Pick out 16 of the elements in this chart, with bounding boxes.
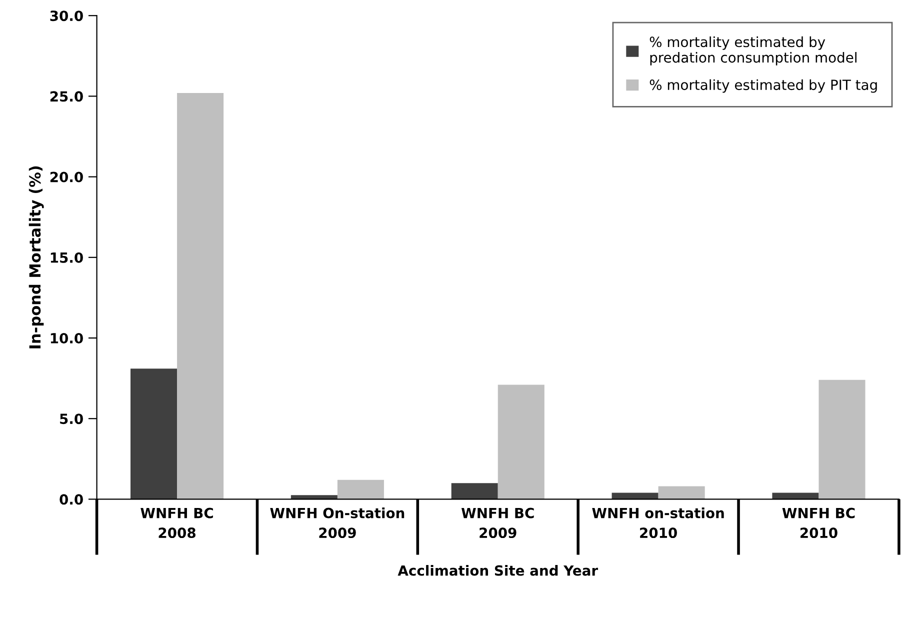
x-tick-label: WNFH BC 2009 <box>461 508 534 538</box>
y-tick-label: 0.0 <box>60 494 83 505</box>
legend-label: % mortality estimated by PIT tag <box>650 79 877 93</box>
x-tick-label: WNFH BC 2008 <box>140 508 213 538</box>
y-tick-label: 30.0 <box>50 10 83 22</box>
x-tick-label: WNFH On-station 2009 <box>270 508 404 538</box>
y-tick-label: 25.0 <box>50 91 83 102</box>
y-axis-title: In-pond Mortality (%) <box>28 166 44 348</box>
x-tick-label: WNFH BC 2010 <box>782 508 855 538</box>
x-tick-label: WNFH on-station 2010 <box>592 508 724 538</box>
y-tick-label: 5.0 <box>60 414 83 424</box>
legend-label: % mortality estimated by predation consumption model <box>650 36 856 66</box>
x-axis-title: Acclimation Site and Year <box>398 565 598 576</box>
y-tick-label: 20.0 <box>50 172 83 182</box>
y-tick-label: 15.0 <box>50 252 83 263</box>
y-tick-label: 10.0 <box>50 332 83 344</box>
